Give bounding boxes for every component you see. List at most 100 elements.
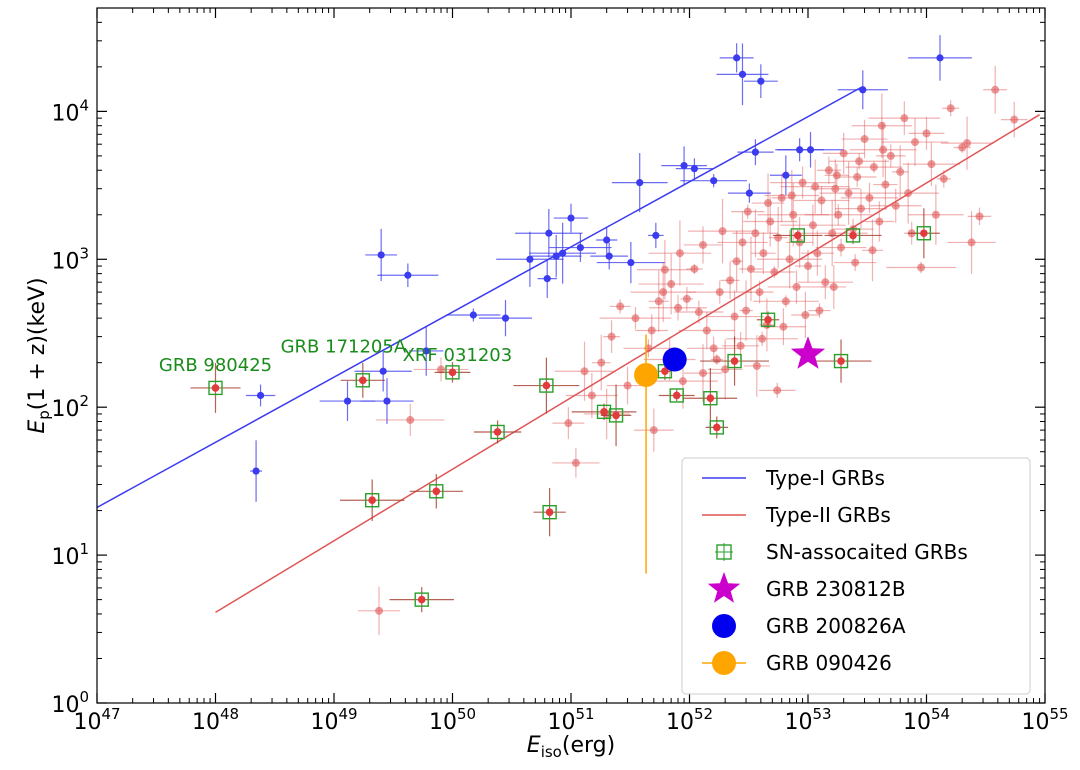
type-ii-point-34 [770,268,779,277]
type-ii-point-72 [946,104,955,113]
annotation-3: XRF 031203 [403,345,513,366]
y-tick-label-1: 100 [51,688,89,718]
sn-assocaited-grbs-point-4 [414,592,429,607]
type-ii-point-23 [721,365,730,374]
x-tick-label-9: 1055 [1021,705,1068,735]
type-ii-point-54 [844,189,853,198]
type-ii-point-50 [831,184,840,193]
type-i-point-13 [545,229,553,237]
type-ii-point-53 [839,149,848,158]
sn-assocaited-grbs-point-12-core [661,367,669,376]
type-ii-point-47 [821,278,830,287]
sn-assocaited-grbs-point-10 [596,404,612,420]
sn-assocaited-grbs-point-17-core [764,315,772,324]
type-i-point-12 [543,275,551,283]
type-ii-point-21 [709,344,718,353]
type-ii-point-83 [868,246,877,255]
type-ii-point-13 [654,297,663,306]
type-i-point-14 [552,252,560,260]
sn-assocaited-grbs-point-1-core [211,384,220,392]
type-ii-point-85 [829,282,838,291]
type-ii-point-43 [804,262,812,271]
type-ii-point-82 [877,121,886,130]
legend-item-6-swatch [712,651,736,675]
data-group [97,35,1040,636]
type-ii-point-19 [694,308,703,317]
type-ii-point-76 [991,85,1000,94]
sn-assocaited-grbs-point-3 [364,493,380,508]
type-ii-point-27 [742,306,751,315]
sn-assocaited-grbs-point-19-core [837,357,845,365]
type-i-point-2 [256,391,265,400]
type-ii-point-56 [853,173,862,182]
type-ii-point-6 [580,367,589,376]
type-i-point-6 [383,397,391,405]
type-ii-point-78 [900,114,909,123]
type-i-point-28 [745,189,753,197]
sn-assocaited-grbs-point-7-core [493,428,502,436]
x-tick-label-5: 1051 [547,705,594,735]
type-ii-point-30 [755,288,764,297]
type-ii-point-58 [860,135,869,144]
annotation-1: GRB 980425 [159,355,272,376]
sn-assocaited-grbs-point-6 [445,365,460,380]
type-ii-point-95 [699,369,708,378]
type-i-point-5 [379,367,387,375]
sn-assocaited-grbs-point-13-core [672,391,681,400]
fit-line-1 [97,86,862,509]
type-ii-point-59 [865,193,874,202]
type-ii-point-28 [746,264,755,273]
sn-assocaited-grbs-point-5-core [432,487,441,496]
type-ii-point-17 [682,294,691,303]
type-ii-point-29 [751,229,760,238]
type-ii-point-24 [726,276,735,285]
type-ii-point-87 [801,311,810,320]
type-ii-point-44 [808,221,817,230]
type-i-point-19 [605,252,613,260]
type-i-point-16 [567,214,575,222]
type-ii-point-10 [631,314,640,323]
sn-assocaited-grbs-point-11-core [612,411,620,420]
sn-assocaited-grbs-point-2 [355,373,371,388]
type-ii-point-1 [375,606,384,615]
type-ii-point-26 [738,238,747,247]
type-i-point-23 [680,161,688,170]
legend-item-4-label: GRB 230812B [766,577,906,601]
sn-assocaited-grbs-point-17 [760,312,776,327]
sn-assocaited-grbs-point-15-core [713,423,721,432]
type-ii-point-75 [975,212,984,221]
type-ii-point-92 [773,386,782,395]
type-ii-point-46 [817,196,826,205]
type-ii-point-64 [891,201,900,210]
sn-assocaited-grbs-point-16-core [730,357,739,365]
type-ii-point-62 [881,180,890,189]
type-i-point-33 [806,146,815,154]
type-ii-point-108 [787,191,796,200]
type-ii-point-93 [752,361,761,370]
x-axis-label: Eiso(erg) [527,733,615,761]
legend-item-5-swatch [712,614,736,638]
type-i-point-15 [559,249,567,257]
type-ii-point-99 [623,381,632,390]
type-ii-point-112 [879,145,888,154]
sn-assocaited-grbs-point-21-core [920,229,928,238]
x-tick-label-8: 1054 [903,705,950,735]
type-ii-point-31 [759,249,768,258]
type-i-point-11 [526,255,534,263]
axis-labels: Eiso(erg) Ep(1 + z)(keV) [25,277,615,761]
type-i-point-1 [252,467,260,475]
x-tick-label-7: 1053 [784,705,831,735]
sn-assocaited-grbs-point-19 [833,353,849,369]
type-ii-point-106 [743,207,752,216]
legend-item-1-label: Type-I GRBs [765,466,885,490]
type-ii-point-74 [967,238,976,247]
sn-assocaited-grbs-point-18-core [793,231,802,240]
sn-assocaited-grbs-point-20 [845,228,861,243]
type-ii-point-103 [675,249,684,258]
type-i-point-34 [936,54,944,62]
type-ii-point-16 [674,303,683,312]
sn-assocaited-grbs-point-4-core [417,595,426,604]
sn-assocaited-grbs-point-5 [429,484,444,499]
type-ii-point-90 [736,341,745,350]
